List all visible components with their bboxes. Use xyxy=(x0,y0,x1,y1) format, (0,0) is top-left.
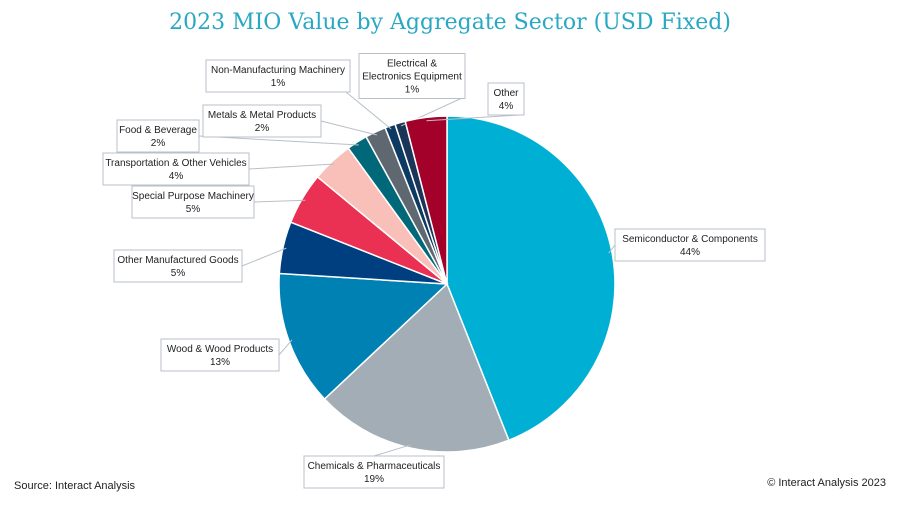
leader-line xyxy=(373,444,412,457)
leader-line xyxy=(278,339,293,356)
leader-line xyxy=(253,199,306,203)
data-label-value: 13% xyxy=(210,357,230,368)
data-label-category: Transportation & Other Vehicles xyxy=(105,158,246,169)
data-label-box xyxy=(116,119,200,153)
data-label-value: 1% xyxy=(405,85,420,96)
data-label-value: 1% xyxy=(271,78,286,89)
data-label-value: 4% xyxy=(499,101,514,112)
source-note: Source: Interact Analysis xyxy=(14,480,136,492)
data-label-box xyxy=(487,82,525,116)
leader-line xyxy=(248,163,335,170)
leader-line xyxy=(426,114,521,122)
leader-line xyxy=(608,244,616,254)
pie-slice-chemicals-pharmaceuticals[interactable] xyxy=(323,282,510,453)
data-label-value: 2% xyxy=(255,123,270,134)
data-label-category: Metals & Metal Products xyxy=(208,110,316,121)
pie-slice-wood-wood-products[interactable] xyxy=(278,272,449,401)
data-label-category: Semiconductor & Components xyxy=(622,234,758,245)
data-label-category: Food & Beverage xyxy=(119,125,197,136)
data-label-value: 19% xyxy=(364,474,384,485)
data-label-category: Chemicals & Pharmaceuticals xyxy=(308,461,441,472)
data-label-box xyxy=(358,53,466,99)
data-label-box xyxy=(614,228,766,262)
data-label-category: Wood & Wood Products xyxy=(167,344,273,355)
data-label-value: 2% xyxy=(151,138,166,149)
data-label-value: 44% xyxy=(680,247,700,258)
leader-line xyxy=(241,247,287,267)
data-label-category: Electrical & xyxy=(387,59,437,70)
chart-title: 2023 MIO Value by Aggregate Sector (USD … xyxy=(169,10,731,35)
leader-line xyxy=(345,91,392,130)
data-label-value: 5% xyxy=(186,204,201,215)
data-label-category: Electronics Equipment xyxy=(362,72,462,83)
leader-line xyxy=(320,120,378,136)
data-label-box xyxy=(303,455,445,489)
data-label-box xyxy=(102,152,250,186)
data-label-value: 5% xyxy=(171,268,186,279)
data-label-category: Other xyxy=(493,88,519,99)
copyright-note: © Interact Analysis 2023 xyxy=(767,477,886,489)
data-label-box xyxy=(205,59,351,93)
data-label-box xyxy=(113,249,243,283)
data-label-category: Other Manufactured Goods xyxy=(117,255,238,266)
data-label-category: Non-Manufacturing Machinery xyxy=(211,65,345,76)
data-label-value: 4% xyxy=(169,171,184,182)
data-label-box xyxy=(202,104,322,138)
pie-slice-other[interactable] xyxy=(404,115,448,285)
data-label-box xyxy=(131,185,255,219)
pie-slice-semiconductor-components[interactable] xyxy=(446,115,616,442)
data-label-category: Special Purpose Machinery xyxy=(132,191,254,202)
data-label-box xyxy=(160,338,280,372)
